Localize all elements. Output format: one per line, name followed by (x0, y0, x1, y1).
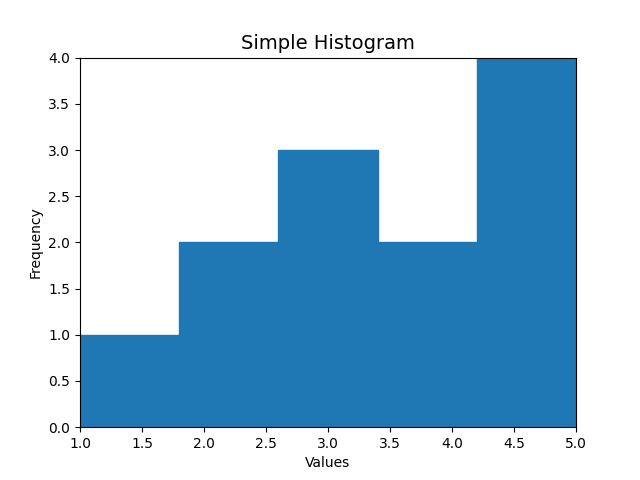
Bar (378, 242, 477, 427)
Bar (278, 150, 378, 427)
Title: Simple Histogram: Simple Histogram (241, 34, 415, 53)
Y-axis label: Frequency: Frequency (29, 206, 43, 278)
Bar (477, 58, 576, 427)
Bar (80, 335, 179, 427)
X-axis label: Values: Values (305, 456, 351, 470)
Bar (179, 242, 278, 427)
